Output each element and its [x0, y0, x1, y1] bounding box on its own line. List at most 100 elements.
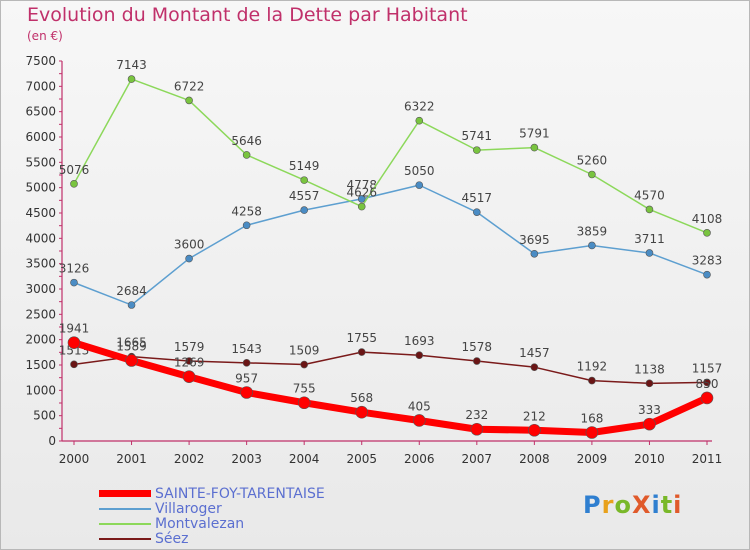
y-tick-label: 3000 [25, 282, 56, 296]
data-label-sainte-foy-tarentaise: 1269 [174, 356, 205, 370]
x-tick-label: 2011 [692, 452, 723, 466]
data-point-villaroger [300, 206, 308, 214]
data-point-sainte-foy-tarentaise [182, 370, 196, 384]
y-tick-label: 500 [33, 409, 56, 423]
legend-swatch [99, 522, 151, 525]
logo-letter: P [583, 491, 602, 519]
data-point-s-ez [645, 379, 654, 388]
data-point-s-ez [357, 348, 366, 356]
legend-label: SAINTE-FOY-TARENTAISE [155, 485, 325, 502]
data-label-montvalezan: 5076 [59, 163, 90, 177]
legend-item-montvalezan: Montvalezan [99, 515, 325, 532]
y-tick-label: 5000 [25, 181, 56, 195]
data-label-villaroger: 3600 [174, 238, 205, 252]
x-tick-label: 2003 [231, 452, 262, 466]
data-point-montvalezan [473, 146, 481, 154]
data-point-villaroger [473, 208, 481, 216]
data-point-villaroger [70, 278, 78, 287]
data-label-villaroger: 5050 [404, 164, 435, 178]
data-point-sainte-foy-tarentaise [355, 405, 369, 419]
y-tick-label: 1500 [25, 358, 56, 372]
data-point-s-ez [588, 376, 596, 385]
data-label-sainte-foy-tarentaise: 957 [235, 372, 258, 386]
data-point-sainte-foy-tarentaise [67, 336, 81, 349]
data-label-montvalezan: 5741 [462, 129, 493, 143]
data-label-villaroger: 3283 [692, 254, 723, 268]
data-label-sainte-foy-tarentaise: 850 [696, 377, 719, 391]
data-point-sainte-foy-tarentaise [643, 417, 656, 431]
data-point-s-ez [530, 363, 539, 371]
x-tick-label: 2001 [116, 452, 147, 466]
data-label-s-ez: 1693 [404, 334, 435, 348]
data-label-s-ez: 1138 [634, 362, 665, 376]
legend-swatch [99, 490, 151, 497]
x-tick-label: 2000 [59, 452, 90, 466]
data-point-sainte-foy-tarentaise [700, 391, 714, 405]
data-label-s-ez: 1509 [289, 344, 320, 358]
data-point-villaroger [415, 181, 424, 189]
data-label-villaroger: 3126 [59, 262, 90, 276]
data-point-s-ez [300, 360, 308, 369]
data-label-montvalezan: 6322 [404, 100, 435, 114]
x-tick-label: 2009 [577, 452, 608, 466]
y-tick-label: 0 [48, 434, 56, 448]
data-label-sainte-foy-tarentaise: 1589 [116, 339, 147, 353]
chart-subtitle: (en €) [27, 29, 63, 43]
data-point-montvalezan [242, 151, 251, 159]
data-point-villaroger [588, 241, 596, 250]
data-point-montvalezan [703, 229, 711, 237]
data-label-s-ez: 1457 [519, 346, 550, 360]
series-line-s-ez [73, 351, 708, 385]
data-label-villaroger: 3859 [577, 224, 608, 238]
data-point-montvalezan [127, 75, 136, 83]
data-point-villaroger [185, 254, 193, 263]
series-line-sainte-foy-tarentaise [70, 339, 711, 436]
x-tick-label: 2002 [174, 452, 205, 466]
y-tick-label: 4000 [25, 231, 56, 245]
data-point-sainte-foy-tarentaise [240, 386, 253, 399]
logo-letter: r [601, 491, 615, 519]
proxiti-logo: ProXiti [583, 491, 682, 519]
data-point-s-ez [70, 360, 78, 369]
y-tick-label: 7500 [25, 54, 56, 68]
data-label-villaroger: 4778 [346, 178, 377, 192]
y-tick-label: 6500 [25, 105, 56, 119]
data-point-s-ez [415, 351, 424, 360]
data-point-sainte-foy-tarentaise [528, 423, 541, 437]
data-point-montvalezan [645, 205, 654, 214]
y-tick-label: 6000 [25, 130, 56, 144]
data-point-villaroger [127, 301, 136, 309]
y-tick-label: 3500 [25, 257, 56, 271]
data-point-montvalezan [185, 96, 193, 105]
data-point-sainte-foy-tarentaise [470, 422, 484, 436]
data-label-montvalezan: 5149 [289, 159, 320, 173]
logo-letter: i [651, 491, 661, 519]
data-point-s-ez [242, 359, 251, 367]
chart-title: Evolution du Montant de la Dette par Hab… [27, 4, 468, 26]
data-label-montvalezan: 6722 [174, 79, 205, 93]
data-label-s-ez: 1157 [692, 361, 723, 375]
data-point-sainte-foy-tarentaise [125, 354, 138, 367]
data-point-villaroger [357, 195, 366, 203]
logo-letter: t [660, 491, 674, 519]
x-tick-label: 2006 [404, 452, 435, 466]
data-label-s-ez: 1578 [462, 340, 493, 354]
data-label-villaroger: 4517 [462, 191, 493, 205]
data-label-montvalezan: 4570 [634, 188, 665, 202]
legend-label: Villaroger [155, 500, 222, 517]
x-tick-label: 2008 [519, 452, 550, 466]
data-label-villaroger: 2684 [116, 284, 147, 298]
x-tick-label: 2010 [634, 452, 665, 466]
data-point-montvalezan [70, 180, 78, 188]
data-point-montvalezan [415, 116, 424, 125]
data-label-s-ez: 1579 [174, 340, 205, 354]
data-label-villaroger: 4557 [289, 189, 320, 203]
data-point-sainte-foy-tarentaise [585, 426, 599, 439]
data-label-sainte-foy-tarentaise: 755 [293, 382, 316, 396]
legend-label: Montvalezan [155, 515, 245, 532]
data-label-sainte-foy-tarentaise: 168 [580, 411, 603, 425]
series-line-villaroger [73, 184, 708, 306]
data-point-villaroger [703, 270, 711, 279]
